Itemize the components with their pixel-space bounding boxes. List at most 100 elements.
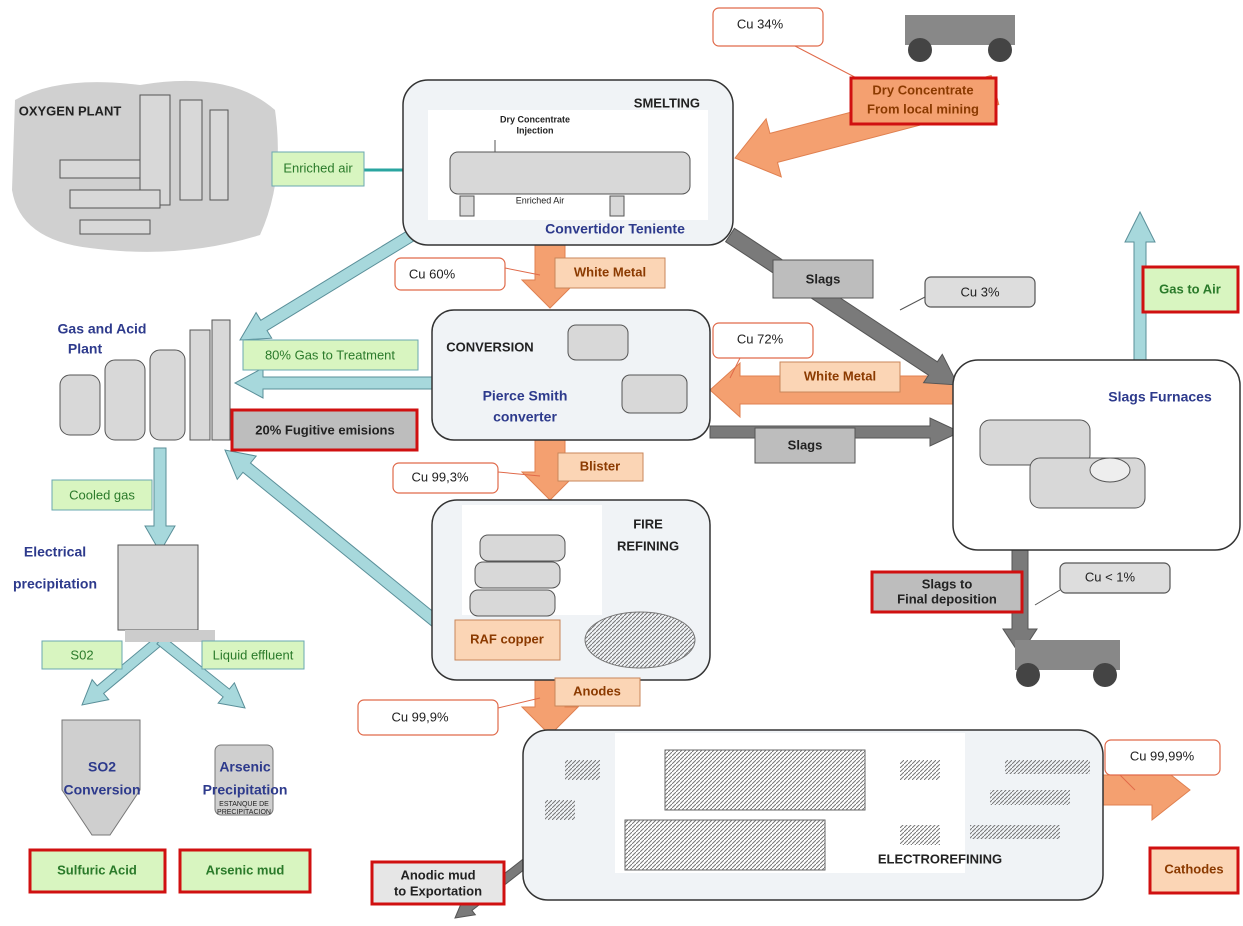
- slag-furnaces: [979, 419, 1146, 509]
- output-label: Anodic mud: [400, 867, 475, 882]
- tank: [214, 744, 274, 816]
- output-box: [849, 76, 998, 126]
- tag: [772, 259, 874, 299]
- flow-label: Anodes: [573, 683, 621, 698]
- tag: [779, 361, 901, 393]
- flow-label: Slags: [788, 437, 823, 452]
- flow-label: S02: [70, 647, 93, 662]
- plant-label: Precipitation: [203, 782, 288, 798]
- teniente-converter: [449, 140, 691, 217]
- flow-arrow: [724, 227, 959, 386]
- callout-tail: [504, 267, 541, 276]
- output-box: [870, 570, 1024, 614]
- flow-label: Enriched air: [283, 160, 353, 175]
- flow-arrow: [81, 635, 164, 706]
- callout: [924, 276, 1036, 308]
- electrolytic-cells: [545, 733, 1090, 873]
- image-label: Enriched Air: [516, 195, 565, 205]
- image-label: Injection: [516, 125, 553, 135]
- silo: [61, 719, 141, 836]
- flow-label: White Metal: [804, 368, 876, 383]
- grade-label: Cu 60%: [409, 266, 456, 281]
- output-box: [178, 848, 312, 894]
- output-box: [1141, 265, 1240, 314]
- platform: [125, 630, 215, 642]
- truck: [1015, 640, 1120, 687]
- tag: [201, 640, 305, 670]
- output-label: Final deposition: [897, 591, 997, 606]
- precipitator: [117, 544, 199, 631]
- output-label: to Exportation: [394, 883, 482, 898]
- truck: [905, 15, 1015, 62]
- callout-tail: [1119, 774, 1136, 791]
- grade-label: Cu 3%: [960, 284, 999, 299]
- unit-caption: Convertidor Teniente: [545, 221, 685, 237]
- output-box: [28, 848, 167, 894]
- flow-label: Blister: [580, 458, 620, 473]
- callout: [392, 462, 499, 494]
- callout-tail: [729, 357, 741, 379]
- plant-label: Gas and Acid: [58, 321, 147, 337]
- tag: [51, 479, 153, 511]
- plant-label: SO2: [88, 759, 116, 775]
- tag: [242, 339, 419, 371]
- callout: [712, 322, 814, 359]
- unit-caption: Pierce Smith: [483, 388, 568, 404]
- oxygen-plant-equipment: [59, 94, 229, 235]
- unit-title: ELECTROREFINING: [878, 851, 1002, 866]
- image-label: PRECIPITACION: [217, 809, 271, 816]
- callout-tail: [899, 296, 926, 311]
- plant-label: Conversion: [63, 782, 140, 798]
- callout: [712, 7, 824, 47]
- unit-title: REFINING: [617, 538, 679, 553]
- callout-tail: [497, 471, 541, 477]
- output-label: Gas to Air: [1159, 281, 1221, 296]
- grade-label: Cu 34%: [737, 16, 784, 31]
- oxygen-plant-label: OXYGEN PLANT: [19, 103, 122, 118]
- tag: [557, 452, 644, 482]
- output-label: Slags to: [922, 576, 973, 591]
- output-label: 20% Fugitive emisions: [255, 422, 394, 437]
- tag: [754, 427, 856, 464]
- grade-label: Cu 99,3%: [411, 469, 469, 484]
- flow-arrow: [224, 449, 445, 631]
- unit-caption: converter: [493, 409, 557, 425]
- flow-arrow: [233, 367, 433, 399]
- flow-label: Cooled gas: [69, 487, 135, 502]
- flow-arrow: [1124, 210, 1156, 361]
- tag: [41, 640, 123, 670]
- grade-label: Cu 99,9%: [391, 709, 449, 724]
- product-label: RAF copper: [470, 631, 544, 646]
- pierce-smith-converter: [567, 324, 688, 414]
- output-label: Dry Concentrate: [872, 82, 973, 97]
- output-box: [1148, 846, 1240, 895]
- tag: [454, 619, 561, 661]
- plant-label: Plant: [68, 341, 103, 357]
- output-label: Sulfuric Acid: [57, 862, 137, 877]
- plant-label: Arsenic: [219, 759, 271, 775]
- tag: [554, 257, 666, 289]
- flow-arrow: [239, 229, 416, 341]
- tag: [271, 151, 365, 187]
- flow-arrow: [144, 447, 176, 554]
- gas-acid-equipment: [59, 319, 231, 441]
- callout: [357, 699, 499, 736]
- output-label: Arsenic mud: [206, 862, 285, 877]
- image-label: Dry Concentrate: [500, 114, 570, 124]
- callout: [394, 257, 506, 291]
- output-box: [370, 860, 506, 906]
- flow-label: Liquid effluent: [213, 647, 294, 662]
- flow-label: 80% Gas to Treatment: [265, 347, 395, 362]
- grade-label: Cu 99,99%: [1130, 748, 1195, 763]
- flow-label: White Metal: [574, 264, 646, 279]
- output-label: From local mining: [867, 101, 979, 116]
- refining-furnaces: [462, 505, 696, 669]
- flow-arrow: [156, 635, 246, 709]
- tag: [554, 677, 641, 707]
- unit-title: CONVERSION: [446, 339, 533, 354]
- callout-tail: [1034, 589, 1061, 606]
- plant-label: Electrical: [24, 544, 86, 560]
- unit-title: FIRE: [633, 516, 663, 531]
- callout: [1059, 562, 1171, 594]
